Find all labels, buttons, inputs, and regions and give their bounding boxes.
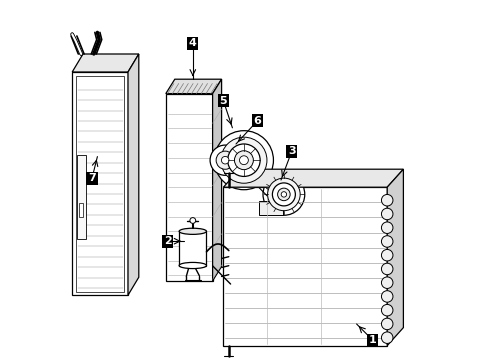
- Circle shape: [381, 222, 393, 234]
- Circle shape: [228, 144, 260, 176]
- Ellipse shape: [179, 228, 206, 234]
- Circle shape: [381, 291, 393, 302]
- Polygon shape: [128, 54, 139, 295]
- Circle shape: [381, 263, 393, 275]
- Text: 1: 1: [369, 335, 377, 345]
- Text: 6: 6: [254, 116, 262, 126]
- Circle shape: [278, 188, 290, 201]
- Circle shape: [240, 156, 248, 165]
- Circle shape: [216, 151, 234, 169]
- Circle shape: [215, 131, 273, 190]
- Bar: [76, 76, 124, 292]
- Circle shape: [281, 192, 287, 197]
- Circle shape: [235, 151, 253, 170]
- Polygon shape: [72, 54, 139, 72]
- Text: 5: 5: [220, 96, 227, 106]
- Bar: [259, 201, 283, 215]
- Polygon shape: [223, 169, 403, 187]
- Bar: [179, 231, 206, 266]
- Text: 2: 2: [164, 236, 171, 246]
- Text: 3: 3: [288, 146, 295, 156]
- Circle shape: [221, 137, 267, 183]
- Polygon shape: [213, 79, 221, 281]
- Circle shape: [268, 178, 300, 211]
- Circle shape: [221, 156, 229, 164]
- Polygon shape: [166, 79, 221, 94]
- Circle shape: [381, 194, 393, 206]
- Circle shape: [190, 217, 196, 223]
- Circle shape: [381, 208, 393, 220]
- Circle shape: [381, 332, 393, 343]
- Bar: [166, 94, 213, 281]
- Circle shape: [381, 318, 393, 330]
- Circle shape: [381, 249, 393, 261]
- Circle shape: [381, 305, 393, 316]
- Circle shape: [210, 145, 240, 175]
- Bar: [79, 203, 83, 217]
- Circle shape: [381, 277, 393, 288]
- Circle shape: [263, 174, 305, 215]
- Circle shape: [272, 183, 295, 206]
- Polygon shape: [387, 169, 403, 346]
- Text: 4: 4: [189, 38, 197, 48]
- Bar: [76, 154, 86, 239]
- Ellipse shape: [179, 262, 206, 269]
- Bar: [223, 187, 387, 346]
- Circle shape: [381, 236, 393, 247]
- Text: 7: 7: [88, 173, 96, 183]
- Bar: [72, 72, 128, 295]
